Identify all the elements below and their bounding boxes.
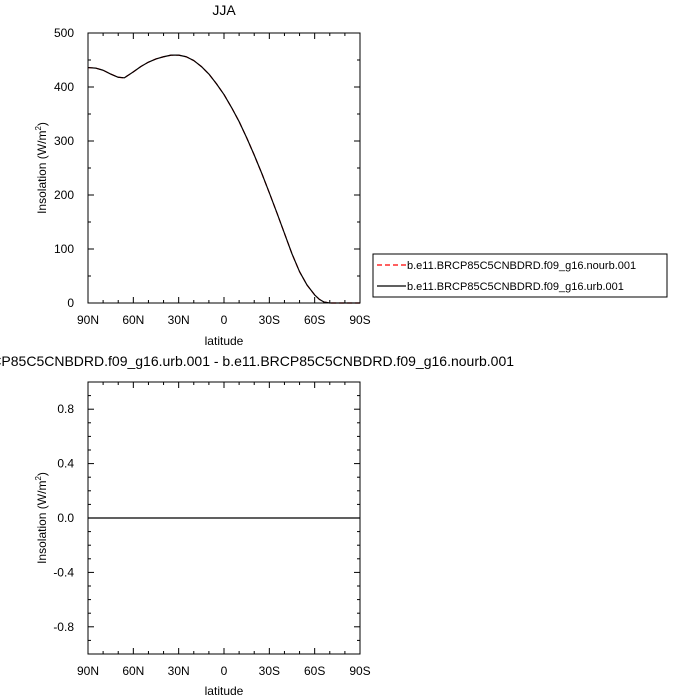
top-y-axis-label-superscript: 2 <box>34 126 43 131</box>
top-y-tick-label: 300 <box>54 134 74 148</box>
top-x-tick-label: 0 <box>221 313 228 327</box>
top-y-tick-label: 400 <box>54 80 74 94</box>
top-x-tick-label: 90N <box>77 313 99 327</box>
bottom-ticks: 90N 60N 30N 0 30S 60S 90S -0.8 -0.4 0.0 0.4 0.8 <box>53 381 371 678</box>
top-y-tick-label: 500 <box>54 26 74 40</box>
bottom-y-tick-label: -0.8 <box>53 620 74 634</box>
top-y-tick-label: 100 <box>54 242 74 256</box>
bottom-x-axis-label: latitude <box>205 684 244 698</box>
top-x-tick-label: 90S <box>349 313 370 327</box>
bottom-x-tick-label: 90N <box>77 664 99 678</box>
top-y-axis-label: Insolation (W/m2) <box>34 122 49 214</box>
top-panel: JJA 90N 60N 30N 0 30S 60S 90S0100200300400500 … <box>34 2 371 348</box>
top-y-tick-label: 0 <box>67 296 74 310</box>
bottom-x-tick-label: 90S <box>349 664 370 678</box>
bottom-y-tick-label: 0.4 <box>57 457 74 471</box>
legend-box <box>372 253 668 298</box>
legend-label-nourb: b.e11.BRCP85C5CNBDRD.f09_g16.nourb.001 <box>407 260 636 272</box>
top-x-tick-label: 60S <box>304 313 325 327</box>
bottom-x-tick-label: 60S <box>304 664 325 678</box>
bottom-y-tick-label: -0.4 <box>53 565 74 579</box>
top-y-axis-label-end: ) <box>35 122 49 126</box>
legend-label-urb: b.e11.BRCP85C5CNBDRD.f09_g16.urb.001 <box>407 281 624 293</box>
bottom-x-tick-label: 30N <box>168 664 190 678</box>
top-plot-frame <box>87 32 361 304</box>
bottom-y-axis-label-main: Insolation (W/m <box>35 481 49 564</box>
bottom-y-tick-label: 0.0 <box>57 511 74 525</box>
bottom-y-axis-label-end: ) <box>35 472 49 476</box>
top-chart-title: JJA <box>212 2 236 18</box>
top-x-tick-label: 30N <box>168 313 190 327</box>
top-series-group <box>87 54 360 304</box>
bottom-x-tick-label: 60N <box>122 664 144 678</box>
top-x-axis-label: latitude <box>205 334 244 348</box>
top-series-line-0 <box>87 54 360 304</box>
bottom-y-axis-label-superscript: 2 <box>34 476 43 481</box>
top-y-axis-label-main: Insolation (W/m <box>35 131 49 214</box>
top-x-tick-label: 30S <box>259 313 280 327</box>
bottom-x-tick-label: 0 <box>221 664 228 678</box>
legend: b.e11.BRCP85C5CNBDRD.f09_g16.nourb.001 b… <box>372 253 668 298</box>
top-y-tick-label: 200 <box>54 188 74 202</box>
top-series-line-1 <box>87 54 360 304</box>
bottom-panel: b.e11.BRCP85C5CNBDRD.f09_g16.urb.001 - b… <box>0 353 514 698</box>
top-ticks: 90N 60N 30N 0 30S 60S 90S 0 100 200 300 400 500 <box>54 26 371 327</box>
bottom-y-tick-label: 0.8 <box>57 402 74 416</box>
bottom-y-axis-label: Insolation (W/m2) <box>34 472 49 564</box>
top-x-tick-label: 60N <box>122 313 144 327</box>
bottom-chart-title: b.e11.BRCP85C5CNBDRD.f09_g16.urb.001 - b… <box>0 353 514 369</box>
bottom-x-tick-label: 30S <box>259 664 280 678</box>
